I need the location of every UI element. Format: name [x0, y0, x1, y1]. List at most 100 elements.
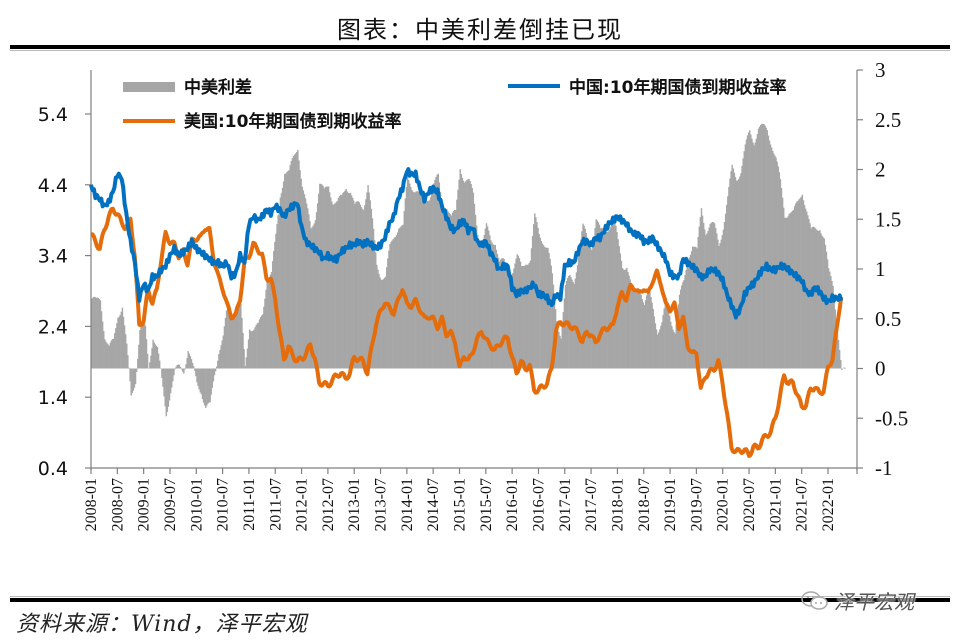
spread-bar [523, 265, 525, 369]
spread-bar [569, 274, 571, 369]
spread-bar [420, 193, 422, 369]
spread-bar [140, 325, 142, 369]
spread-bar [356, 201, 358, 369]
spread-bar [327, 186, 330, 369]
spread-bar [638, 290, 640, 369]
spread-bar [824, 244, 827, 369]
x-tick-label: 2014-07 [425, 478, 442, 531]
spread-bar [528, 262, 530, 369]
spread-bar [672, 329, 674, 369]
spread-bar [531, 235, 534, 369]
spread-bar [438, 182, 441, 369]
spread-bar [228, 307, 230, 369]
spread-bar [659, 329, 661, 369]
x-tick-label: 2021-01 [767, 478, 784, 531]
spread-bar [496, 253, 499, 369]
spread-bar [437, 173, 439, 369]
spread-bar [699, 217, 702, 369]
spread-bar [526, 265, 528, 369]
spread-bar [721, 235, 724, 369]
spread-bar [135, 368, 138, 372]
spread-bar [457, 189, 459, 369]
spread-bar [223, 326, 226, 369]
x-tick-label: 2011-07 [267, 478, 284, 531]
legend-label-us: 美国:10年期国债到期收益率 [184, 111, 401, 132]
spread-bar [260, 315, 263, 369]
spread-bar [288, 170, 290, 369]
spread-bar [186, 358, 188, 369]
spread-bar [651, 302, 653, 369]
spread-bar [826, 259, 829, 369]
spread-bar [772, 150, 774, 369]
watermark-text: 泽平宏观 [834, 590, 914, 614]
axes-layer: 0.4 1.4 2.4 3.4 4.4 5.4 -1 -0.5 0 0.5 1 1.5 2 2.5 3 200… [38, 58, 908, 531]
spread-bar [552, 284, 555, 369]
x-tick-label: 2016-07 [531, 478, 548, 531]
spread-bar [562, 312, 564, 369]
spread-bar [768, 140, 771, 369]
spread-bar [478, 239, 480, 369]
spread-bar [762, 123, 764, 369]
spread-bar [330, 197, 332, 369]
spread-bar [493, 245, 495, 369]
spread-bar [840, 359, 842, 369]
right-tick-label: 1.5 [875, 207, 901, 231]
spread-bar [741, 165, 743, 369]
spread-bar [766, 130, 768, 369]
spread-bar [195, 368, 197, 377]
spread-bar [311, 227, 313, 369]
spread-bar [543, 246, 546, 369]
spread-bar [188, 353, 191, 369]
spread-bar [237, 307, 240, 369]
spread-bar [92, 297, 94, 369]
spread-bar [277, 215, 279, 369]
spread-bar [301, 186, 303, 369]
spread-bar [451, 212, 454, 369]
spread-bar [119, 314, 121, 369]
spread-bar [486, 226, 489, 369]
spread-bar [675, 324, 677, 369]
spread-bar [199, 368, 201, 393]
spread-bar [587, 241, 590, 369]
spread-bar [418, 192, 421, 369]
right-tick-label: 2 [875, 158, 886, 182]
spread-bar [95, 297, 97, 369]
spread-bar [182, 368, 184, 372]
spread-bar [693, 246, 695, 369]
spread-bar [570, 277, 572, 369]
spread-bar [165, 368, 167, 417]
spread-bar [341, 194, 343, 369]
spread-bar [542, 245, 545, 369]
spread-bar [201, 368, 204, 399]
spread-bar [99, 300, 102, 369]
spread-bar [786, 217, 788, 369]
spread-bar [372, 228, 375, 369]
spread-bar [621, 268, 624, 369]
spread-bar [685, 269, 687, 369]
spread-bar [426, 200, 428, 369]
spread-bar [202, 368, 205, 403]
spread-bar [820, 233, 822, 369]
spread-bar [819, 230, 821, 369]
spread-bar [580, 239, 582, 369]
spread-bar [297, 149, 299, 369]
spread-bar [309, 221, 311, 369]
spread-bar [832, 285, 834, 369]
spread-bar [203, 368, 206, 406]
spread-bar [551, 273, 554, 369]
spread-bar [142, 316, 144, 369]
spread-bar [736, 180, 739, 369]
spread-bar [530, 248, 533, 369]
spread-bar [475, 225, 478, 369]
x-tick-label: 2018-07 [636, 478, 653, 531]
spread-bar [607, 231, 609, 369]
spread-bar [571, 279, 573, 369]
spread-bar [620, 260, 623, 369]
spread-bar [459, 169, 461, 369]
spread-bar [236, 310, 239, 369]
spread-bar [702, 222, 705, 369]
spread-bar [143, 312, 146, 369]
spread-bar [514, 263, 516, 369]
spread-bar [529, 260, 532, 369]
spread-area-layer [91, 123, 846, 417]
